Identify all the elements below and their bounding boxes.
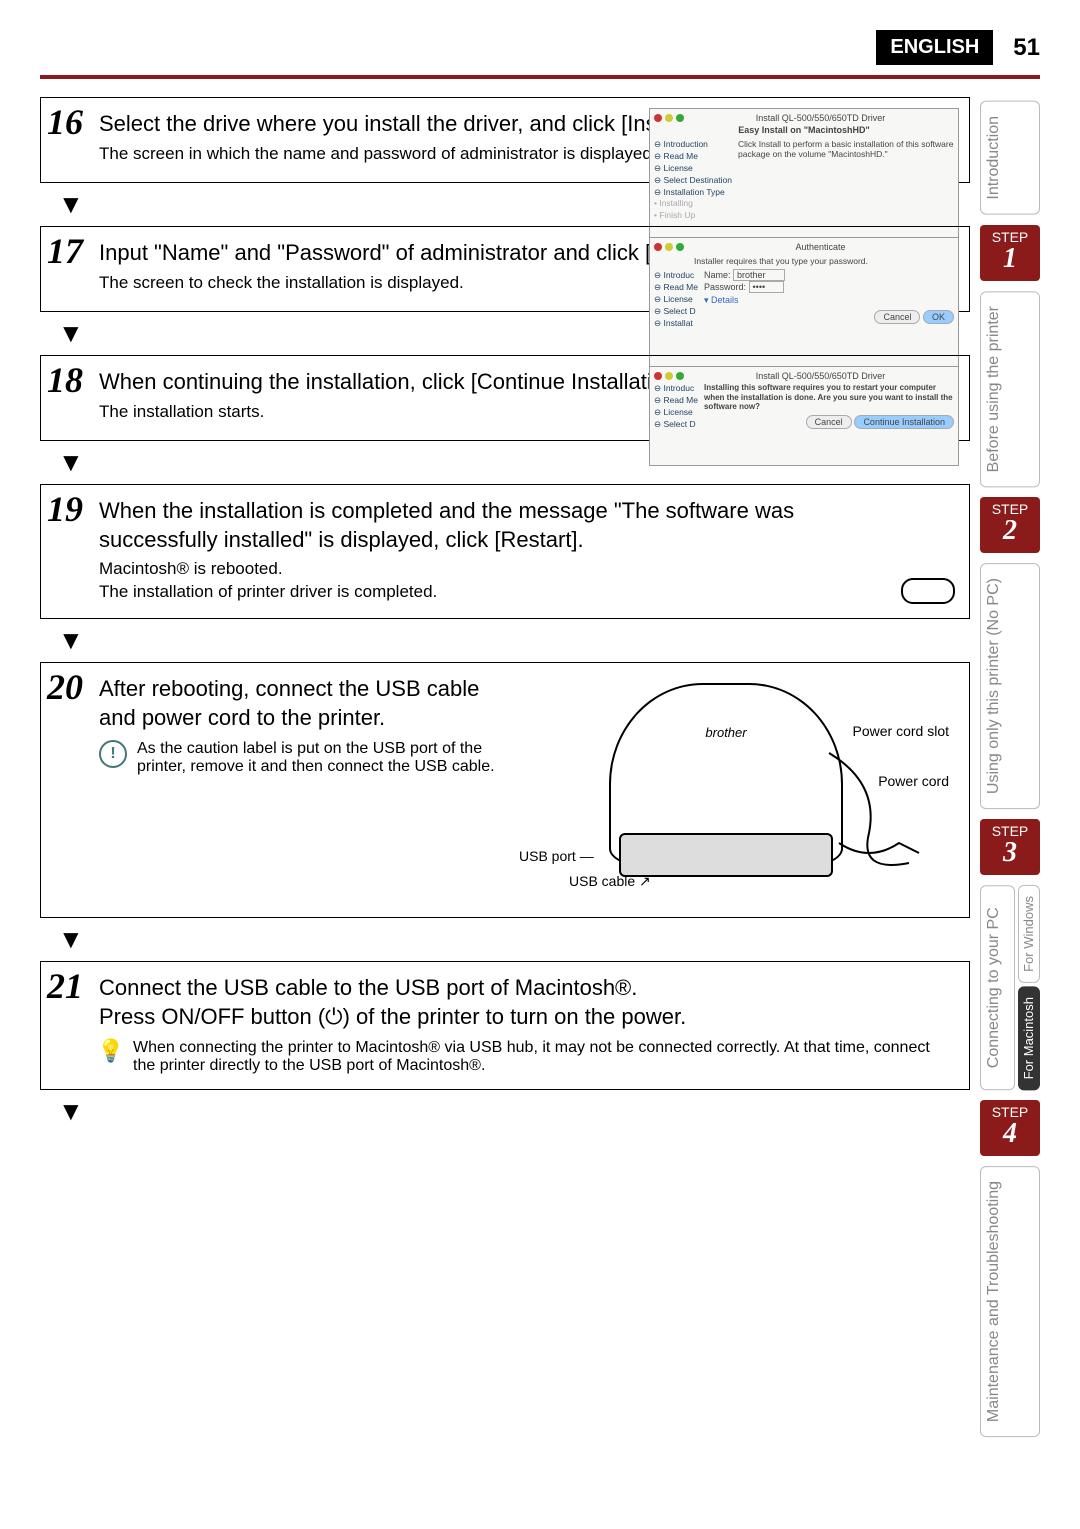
step-21: 21 Connect the USB cable to the USB port… <box>40 961 970 1090</box>
step-18: 18 When continuing the installation, cli… <box>40 355 970 441</box>
cancel-button[interactable]: Cancel <box>874 310 920 324</box>
caution-icon: ! <box>99 740 127 768</box>
step-number: 21 <box>47 968 83 1004</box>
down-arrow-icon: ▼ <box>58 1096 970 1127</box>
step-chip-2[interactable]: STEP2 <box>980 497 1040 553</box>
step-number: 19 <box>47 491 83 527</box>
note-text: As the caution label is put on the USB p… <box>137 740 509 776</box>
step-title: Connect the USB cable to the USB port of… <box>99 974 949 1031</box>
caution-note: ! As the caution label is put on the USB… <box>99 740 509 776</box>
page-number: 51 <box>1013 34 1040 62</box>
continue-screenshot: Install QL-500/550/650TD Driver ⊖ Introd… <box>649 366 959 466</box>
cancel-button[interactable]: Cancel <box>806 415 852 429</box>
tab-introduction[interactable]: Introduction <box>980 101 1040 215</box>
tab-maintenance[interactable]: Maintenance and Troubleshooting <box>980 1166 1040 1437</box>
down-arrow-icon: ▼ <box>58 625 970 656</box>
cable-icon <box>819 743 939 883</box>
step-17: 17 Input "Name" and "Password" of admini… <box>40 226 970 312</box>
step-20: 20 After rebooting, connect the USB cabl… <box>40 662 970 918</box>
note-text: When connecting the printer to Macintosh… <box>133 1039 949 1075</box>
continue-button[interactable]: Continue Installation <box>854 415 954 429</box>
tab-connecting[interactable]: Connecting to your PC <box>980 885 1015 1090</box>
step-title: After rebooting, connect the USB cable a… <box>99 675 509 732</box>
step-number: 16 <box>47 104 83 140</box>
tab-before-using[interactable]: Before using the printer <box>980 291 1040 487</box>
step-number: 20 <box>47 669 83 705</box>
step-19: 19 When the installation is completed an… <box>40 484 970 619</box>
printer-illustration: Power cord slot Power cord USB port — US… <box>519 673 959 893</box>
down-arrow-icon: ▼ <box>58 924 970 955</box>
ok-button[interactable]: OK <box>923 310 954 324</box>
header-rule <box>40 75 1040 79</box>
subtab-macintosh[interactable]: For Macintosh <box>1018 986 1040 1090</box>
lightbulb-icon: 💡 <box>99 1039 123 1063</box>
button-shape-icon <box>901 578 955 604</box>
tip-note: 💡 When connecting the printer to Macinto… <box>99 1039 949 1075</box>
nav-sidebar: Introduction STEP1 Before using the prin… <box>980 101 1040 1437</box>
step-body: Macintosh® is rebooted. The installation… <box>99 558 869 604</box>
step-chip-4[interactable]: STEP4 <box>980 1100 1040 1156</box>
subtab-windows[interactable]: For Windows <box>1018 885 1040 983</box>
step-16: 16 Select the drive where you install th… <box>40 97 970 183</box>
step-chip-3[interactable]: STEP3 <box>980 819 1040 875</box>
step-chip-1[interactable]: STEP1 <box>980 225 1040 281</box>
tab-using-only[interactable]: Using only this printer (No PC) <box>980 563 1040 809</box>
step-title: When the installation is completed and t… <box>99 497 869 554</box>
step-number: 17 <box>47 233 83 269</box>
language-badge: ENGLISH <box>876 30 993 65</box>
step-number: 18 <box>47 362 83 398</box>
